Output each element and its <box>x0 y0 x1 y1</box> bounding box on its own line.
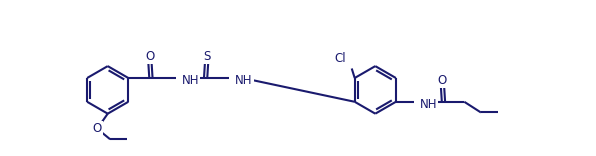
Text: Cl: Cl <box>334 52 346 65</box>
Text: O: O <box>92 122 102 135</box>
Text: NH: NH <box>420 98 437 111</box>
Text: O: O <box>437 74 447 87</box>
Text: O: O <box>145 50 154 63</box>
Text: NH: NH <box>235 74 253 87</box>
Text: NH: NH <box>182 74 199 87</box>
Text: S: S <box>203 50 210 63</box>
